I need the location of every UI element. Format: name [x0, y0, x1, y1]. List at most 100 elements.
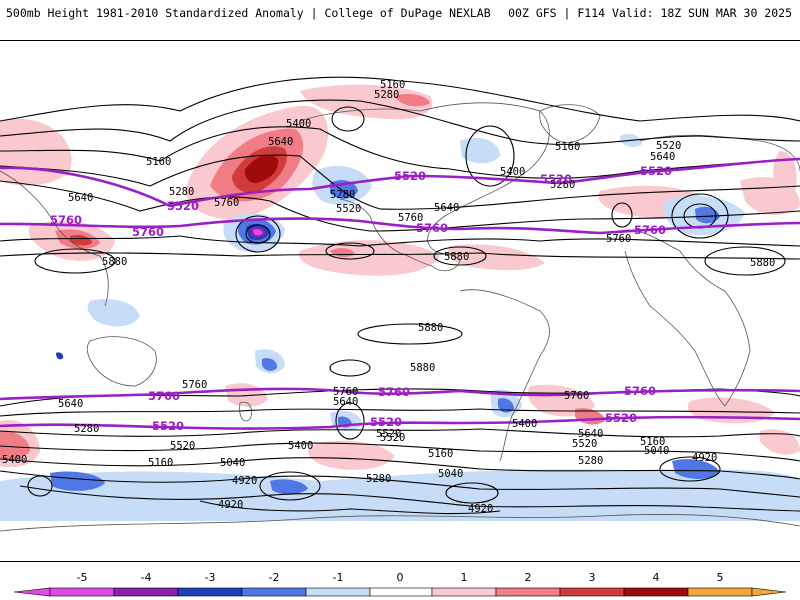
anomaly-positive-region — [70, 234, 92, 246]
highlight-contour-label: 5760 — [624, 384, 656, 398]
contour-line — [0, 76, 800, 122]
anomaly-negative-region — [50, 471, 105, 491]
coastline-new-zealand — [239, 401, 253, 422]
contour-label: 5880 — [102, 256, 127, 268]
highlight-contour-label: 5760 — [416, 221, 448, 235]
contour-line — [0, 126, 800, 179]
contour-label: 5520 — [572, 438, 597, 450]
contour-line — [199, 500, 501, 515]
map-title: 500mb Height 1981-2010 Standardized Anom… — [6, 6, 491, 20]
contour-label: 5400 — [512, 418, 537, 430]
contour-label: 5520 — [336, 203, 361, 215]
colorbar-swatch — [305, 587, 371, 597]
contour-5520-south — [0, 415, 800, 430]
contour-label: 5160 — [380, 79, 405, 91]
contour-label: 5640 — [434, 202, 459, 214]
closed-contour — [433, 246, 487, 266]
highlight-contour-label: 5520 — [540, 172, 572, 186]
colorbar: -5 -4 -3 -2 -1 0 1 2 3 4 5 — [13, 571, 787, 597]
closed-contour — [27, 475, 53, 497]
colorbar-swatch — [49, 587, 115, 597]
highlight-contour-label: 5760 — [378, 385, 410, 399]
model-run-info: 00Z GFS | F114 Valid: 18Z SUN MAR 30 202… — [508, 6, 792, 20]
closed-contour — [235, 215, 281, 253]
closed-contour — [335, 402, 365, 440]
closed-contour — [671, 193, 729, 239]
contour-label: 5280 — [169, 186, 194, 198]
anomaly-negative-region — [498, 398, 514, 413]
highlight-contours — [0, 157, 800, 430]
anomaly-negative-region — [695, 206, 720, 224]
contour-label: 5160 — [555, 141, 580, 153]
contour-label: 4920 — [468, 503, 493, 515]
contour-label: 5640 — [578, 428, 603, 440]
anomaly-negative-region — [87, 299, 140, 327]
anomaly-positive-region — [299, 240, 440, 276]
coastline-greenland — [539, 104, 601, 143]
contour-label: 5280 — [330, 189, 355, 201]
anomaly-negative-region — [460, 137, 500, 164]
contour-5760-south — [0, 387, 800, 401]
highlight-contour-label: 5760 — [50, 213, 82, 227]
contour-label: 5520 — [376, 428, 401, 440]
closed-contour — [325, 242, 375, 260]
contour-label: 5400 — [2, 454, 27, 466]
highlight-contour-label: 5520 — [370, 415, 402, 429]
anomaly-positive-region — [308, 440, 395, 470]
colorbar-tick-label: 0 — [397, 571, 404, 584]
contour-label: 5760 — [333, 386, 358, 398]
closed-contour — [465, 125, 515, 187]
colorbar-swatches — [13, 587, 787, 597]
colorbar-tick-label: -1 — [333, 571, 344, 584]
closed-contour — [259, 471, 321, 501]
contour-label: 5160 — [146, 156, 171, 168]
contour-label: 5640 — [650, 151, 675, 163]
contour-label: 5400 — [286, 118, 311, 130]
anomaly-negative-region — [56, 352, 64, 360]
highlight-contour-label: 5520 — [394, 169, 426, 183]
highlight-contour-label: 5520 — [167, 199, 199, 213]
contour-label: 5160 — [428, 448, 453, 460]
highlight-contour-label: 5520 — [605, 411, 637, 425]
contour-label: 5160 — [148, 457, 173, 469]
anomaly-negative-region — [253, 229, 263, 236]
contour-5520-north — [0, 157, 800, 208]
closed-contour — [331, 106, 365, 132]
anomaly-shading — [0, 84, 800, 521]
colorbar-tick-label: 1 — [461, 571, 468, 584]
contour-label: 5760 — [214, 197, 239, 209]
colorbar-labels: -5 -4 -3 -2 -1 0 1 2 3 4 5 — [77, 571, 724, 584]
contour-label: 5880 — [418, 322, 443, 334]
colorbar-arrow-left — [13, 587, 51, 597]
contour-line — [0, 154, 800, 210]
colorbar-tick-label: -2 — [269, 571, 280, 584]
anomaly-positive-region — [760, 429, 800, 455]
colorbar-swatch — [687, 587, 753, 597]
contour-label: 5880 — [444, 251, 469, 263]
anomaly-negative-region — [672, 459, 720, 479]
contour-label: 5520 — [170, 440, 195, 452]
colorbar-tick-label: -5 — [77, 571, 88, 584]
contour-line — [0, 428, 800, 438]
colorbar-tick-label: 3 — [589, 571, 596, 584]
highlight-contour-label: 5760 — [148, 389, 180, 403]
contour-label: 5280 — [74, 423, 99, 435]
contour-5760-north — [0, 217, 800, 235]
colorbar-swatch — [623, 587, 689, 597]
closed-contour — [34, 248, 116, 274]
contour-label: 5640 — [333, 396, 358, 408]
contour-label: 5040 — [438, 468, 463, 480]
anomaly-positive-region — [395, 93, 430, 107]
contour-line — [19, 485, 800, 512]
contour-label: 5760 — [606, 233, 631, 245]
colorbar-arrow-right — [751, 587, 787, 597]
highlight-contour-label: 5520 — [640, 164, 672, 178]
contour-label: 5760 — [398, 212, 423, 224]
closed-contour — [659, 456, 721, 482]
contour-line — [0, 180, 800, 232]
highlight-label-group: 5520 5520 5760 5760 5520 5760 5760 5520 … — [50, 164, 672, 433]
colorbar-swatch — [369, 587, 433, 597]
contour-label: 5880 — [410, 362, 435, 374]
colorbar-swatch — [431, 587, 497, 597]
contour-label: 5160 — [640, 436, 665, 448]
